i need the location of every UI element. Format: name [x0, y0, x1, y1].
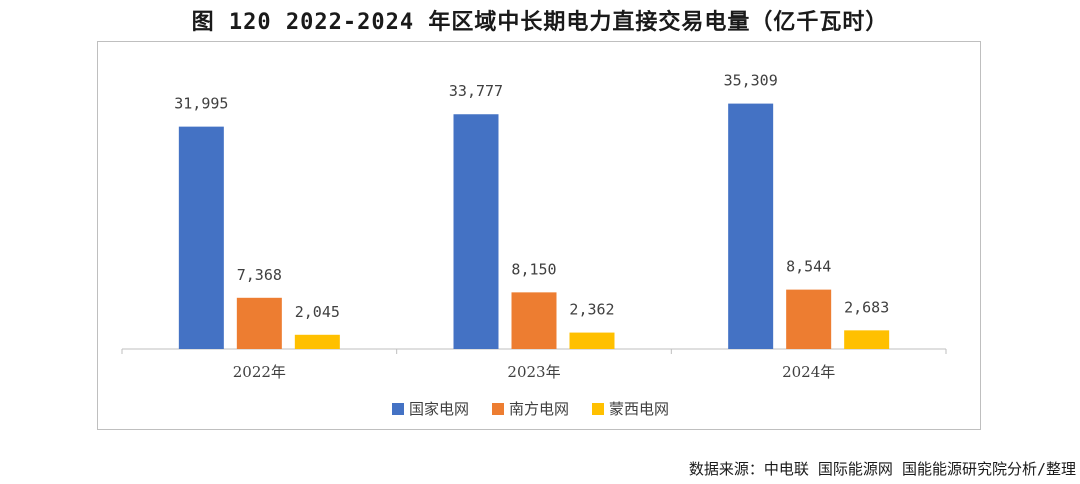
x-tick-label: 2023年 [507, 363, 560, 381]
legend-label: 蒙西电网 [609, 400, 669, 418]
data-label: 35,309 [724, 72, 778, 90]
bar-南方电网-2023年 [511, 292, 557, 349]
data-label: 33,777 [449, 82, 503, 100]
bar-蒙西电网-2022年 [294, 334, 340, 349]
bar-国家电网-2023年 [453, 114, 499, 349]
bar-蒙西电网-2024年 [844, 330, 890, 349]
data-label: 31,995 [174, 95, 228, 113]
x-tick-label: 2024年 [782, 363, 835, 381]
legend-swatch-蒙西电网 [592, 403, 604, 415]
data-label: 2,045 [295, 303, 340, 321]
legend-swatch-南方电网 [492, 403, 504, 415]
data-label: 8,150 [511, 260, 556, 278]
data-label: 7,368 [237, 266, 282, 284]
chart-title: 图 120 2022-2024 年区域中长期电力直接交易电量（亿千瓦时） [191, 10, 889, 35]
x-tick-label: 2022年 [233, 363, 286, 381]
data-source-note: 数据来源：中电联 国际能源网 国能能源研究院分析/整理 [688, 460, 1076, 478]
bar-南方电网-2024年 [786, 289, 832, 349]
data-label: 2,683 [844, 298, 889, 316]
data-label: 2,362 [569, 301, 614, 319]
bar-南方电网-2022年 [236, 297, 282, 349]
bar-国家电网-2022年 [178, 126, 224, 349]
bar-国家电网-2024年 [728, 103, 774, 349]
legend-label: 国家电网 [409, 400, 469, 418]
legend-label: 南方电网 [509, 400, 569, 418]
data-label: 8,544 [786, 258, 831, 276]
bar-蒙西电网-2023年 [569, 332, 615, 349]
legend-swatch-国家电网 [392, 403, 404, 415]
chart-area [97, 41, 981, 430]
